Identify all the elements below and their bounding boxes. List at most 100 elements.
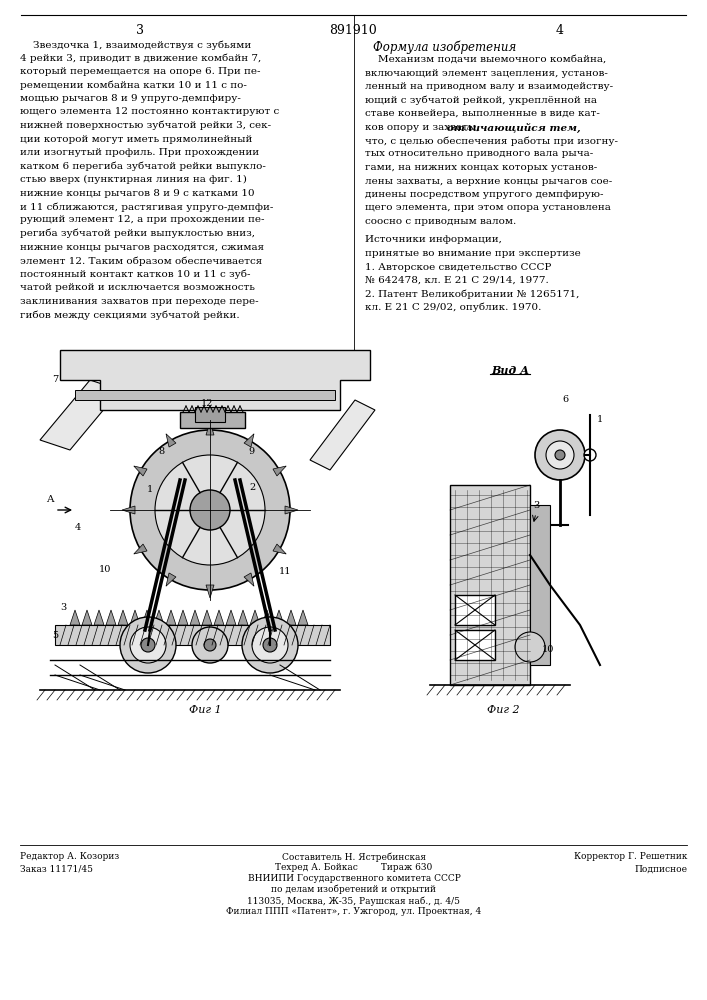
Text: 5: 5 — [52, 631, 58, 640]
Text: ющий с зубчатой рейкой, укреплённой на: ющий с зубчатой рейкой, укреплённой на — [365, 96, 597, 105]
Text: по делам изобретений и открытий: по делам изобретений и открытий — [271, 885, 436, 894]
Bar — [450, 485, 530, 685]
Polygon shape — [206, 422, 214, 435]
Polygon shape — [122, 506, 135, 514]
Polygon shape — [244, 573, 254, 586]
Polygon shape — [206, 585, 214, 598]
Circle shape — [546, 441, 574, 469]
Text: что, с целью обеспечения работы при изогну-: что, с целью обеспечения работы при изог… — [365, 136, 618, 145]
Polygon shape — [190, 610, 200, 625]
Polygon shape — [244, 434, 254, 447]
Circle shape — [130, 430, 290, 590]
Polygon shape — [154, 610, 164, 625]
Polygon shape — [298, 610, 308, 625]
Text: 4 рейки 3, приводит в движение комбайн 7,: 4 рейки 3, приводит в движение комбайн 7… — [20, 53, 262, 63]
Text: 2: 2 — [250, 484, 256, 492]
Text: 891910: 891910 — [329, 24, 377, 37]
Polygon shape — [130, 610, 140, 625]
Text: 3: 3 — [136, 24, 144, 37]
Text: который перемещается на опоре 6. При пе-: который перемещается на опоре 6. При пе- — [20, 67, 260, 76]
Text: Составитель Н. Ястребинская: Составитель Н. Ястребинская — [282, 852, 426, 861]
Polygon shape — [274, 610, 284, 625]
Text: Звездочка 1, взаимодействуя с зубьями: Звездочка 1, взаимодействуя с зубьями — [20, 40, 251, 49]
Text: элемент 12. Таким образом обеспечивается: элемент 12. Таким образом обеспечивается — [20, 256, 262, 265]
Text: 4: 4 — [556, 24, 564, 37]
Polygon shape — [106, 610, 116, 625]
Text: Фиг 2: Фиг 2 — [486, 705, 520, 715]
Polygon shape — [166, 434, 176, 447]
Polygon shape — [70, 610, 80, 625]
Circle shape — [192, 627, 228, 663]
Circle shape — [130, 627, 166, 663]
Text: № 642478, кл. Е 21 С 29/14, 1977.: № 642478, кл. Е 21 С 29/14, 1977. — [365, 276, 549, 285]
Text: A: A — [46, 495, 54, 504]
Text: и 11 сближаются, растягивая упруго-демпфи-: и 11 сближаются, растягивая упруго-демпф… — [20, 202, 274, 212]
Polygon shape — [226, 610, 236, 625]
Text: Вид А: Вид А — [491, 365, 529, 376]
Text: ВНИИПИ Государственного комитета СССР: ВНИИПИ Государственного комитета СССР — [247, 874, 460, 883]
Polygon shape — [118, 610, 128, 625]
Text: ков опору и захваты,: ков опору и захваты, — [365, 122, 483, 131]
Text: Заказ 11171/45: Заказ 11171/45 — [20, 865, 93, 874]
Circle shape — [141, 638, 155, 652]
Text: 3: 3 — [60, 602, 66, 611]
Text: катком 6 перегиба зубчатой рейки выпукло-: катком 6 перегиба зубчатой рейки выпукло… — [20, 161, 266, 171]
Text: 4: 4 — [75, 522, 81, 532]
Text: Источники информации,: Источники информации, — [365, 235, 502, 244]
Text: региба зубчатой рейки выпуклостью вниз,: региба зубчатой рейки выпуклостью вниз, — [20, 229, 255, 238]
Text: гибов между секциями зубчатой рейки.: гибов между секциями зубчатой рейки. — [20, 310, 240, 320]
Circle shape — [252, 627, 288, 663]
Polygon shape — [82, 610, 92, 625]
Circle shape — [263, 638, 277, 652]
Polygon shape — [250, 610, 260, 625]
Polygon shape — [142, 610, 152, 625]
Text: ленный на приводном валу и взаимодейству-: ленный на приводном валу и взаимодейству… — [365, 82, 613, 91]
Bar — [455, 595, 495, 625]
Text: 10: 10 — [542, 646, 554, 654]
Circle shape — [155, 455, 265, 565]
Text: 7: 7 — [52, 375, 58, 384]
Text: соосно с приводным валом.: соосно с приводным валом. — [365, 217, 516, 226]
Text: гами, на нижних концах которых установ-: гами, на нижних концах которых установ- — [365, 163, 597, 172]
Bar — [195, 407, 225, 422]
Text: ции которой могут иметь прямолинейный: ции которой могут иметь прямолинейный — [20, 134, 252, 143]
Text: 1. Авторское свидетельство СССР: 1. Авторское свидетельство СССР — [365, 262, 551, 271]
Polygon shape — [180, 412, 245, 428]
Polygon shape — [166, 610, 176, 625]
Text: 1: 1 — [147, 486, 153, 494]
Text: Редактор А. Козориз: Редактор А. Козориз — [20, 852, 119, 861]
Text: нижние концы рычагов 8 и 9 с катками 10: нижние концы рычагов 8 и 9 с катками 10 — [20, 188, 255, 198]
Polygon shape — [214, 610, 224, 625]
Text: Техред А. Бойкас        Тираж 630: Техред А. Бойкас Тираж 630 — [275, 863, 433, 872]
Circle shape — [535, 430, 585, 480]
Text: отличающийся тем,: отличающийся тем, — [447, 122, 580, 133]
Polygon shape — [286, 610, 296, 625]
Polygon shape — [60, 350, 370, 410]
Polygon shape — [273, 544, 286, 554]
Polygon shape — [273, 466, 286, 476]
Text: 8: 8 — [158, 448, 164, 456]
Text: 11: 11 — [279, 568, 291, 576]
Circle shape — [120, 617, 176, 673]
Text: 10: 10 — [99, 566, 111, 574]
Text: Фиг 1: Фиг 1 — [189, 705, 221, 715]
Text: 3: 3 — [533, 500, 539, 510]
Bar — [455, 630, 495, 660]
Text: или изогнутый профиль. При прохождении: или изогнутый профиль. При прохождении — [20, 148, 259, 157]
Text: нижние концы рычагов расходятся, сжимая: нижние концы рычагов расходятся, сжимая — [20, 242, 264, 251]
Polygon shape — [94, 610, 104, 625]
Polygon shape — [40, 380, 120, 450]
Text: ющего элемента 12 постоянно контактируют с: ющего элемента 12 постоянно контактируют… — [20, 107, 279, 116]
Bar — [530, 505, 550, 665]
Polygon shape — [55, 625, 330, 645]
Text: ремещении комбайна катки 10 и 11 с по-: ремещении комбайна катки 10 и 11 с по- — [20, 81, 247, 90]
Text: Механизм подачи выемочного комбайна,: Механизм подачи выемочного комбайна, — [365, 55, 606, 64]
Text: Корректор Г. Решетник: Корректор Г. Решетник — [573, 852, 687, 861]
Text: чатой рейкой и исключается возможность: чатой рейкой и исключается возможность — [20, 283, 255, 292]
Polygon shape — [238, 610, 248, 625]
Text: 1: 1 — [597, 416, 603, 424]
Text: мощью рычагов 8 и 9 упруго-демпфиру-: мощью рычагов 8 и 9 упруго-демпфиру- — [20, 94, 241, 103]
Text: 9: 9 — [248, 448, 254, 456]
Text: ставе конвейера, выполненные в виде кат-: ставе конвейера, выполненные в виде кат- — [365, 109, 600, 118]
Circle shape — [204, 639, 216, 651]
